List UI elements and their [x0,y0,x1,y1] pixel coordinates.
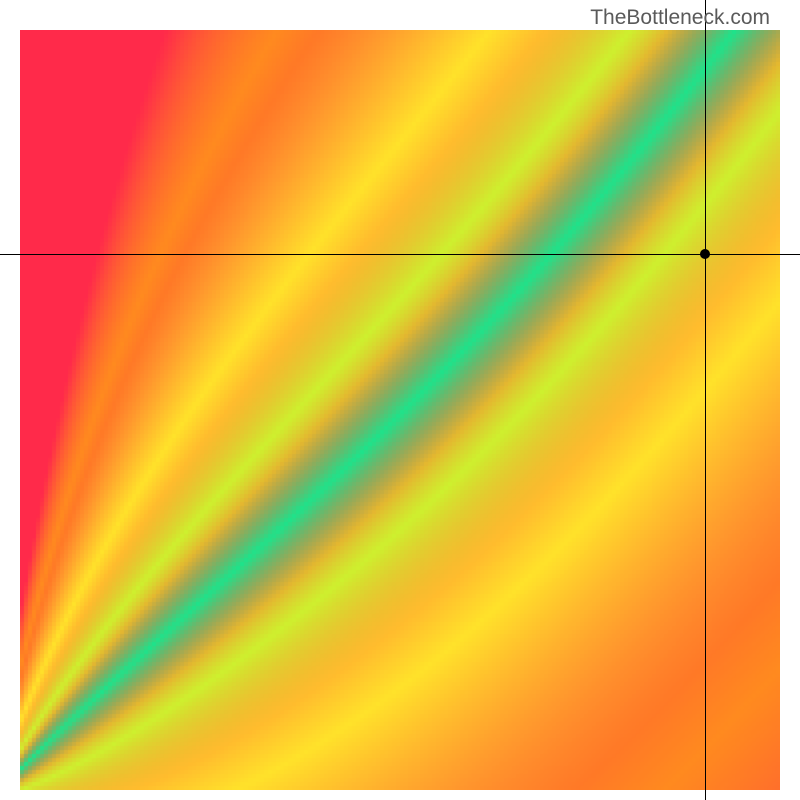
data-point-marker [700,249,710,259]
watermark-text: TheBottleneck.com [590,6,770,30]
crosshair-horizontal [0,254,800,255]
bottleneck-heatmap [20,30,780,790]
chart-container: TheBottleneck.com [0,0,800,800]
crosshair-vertical [705,0,706,800]
